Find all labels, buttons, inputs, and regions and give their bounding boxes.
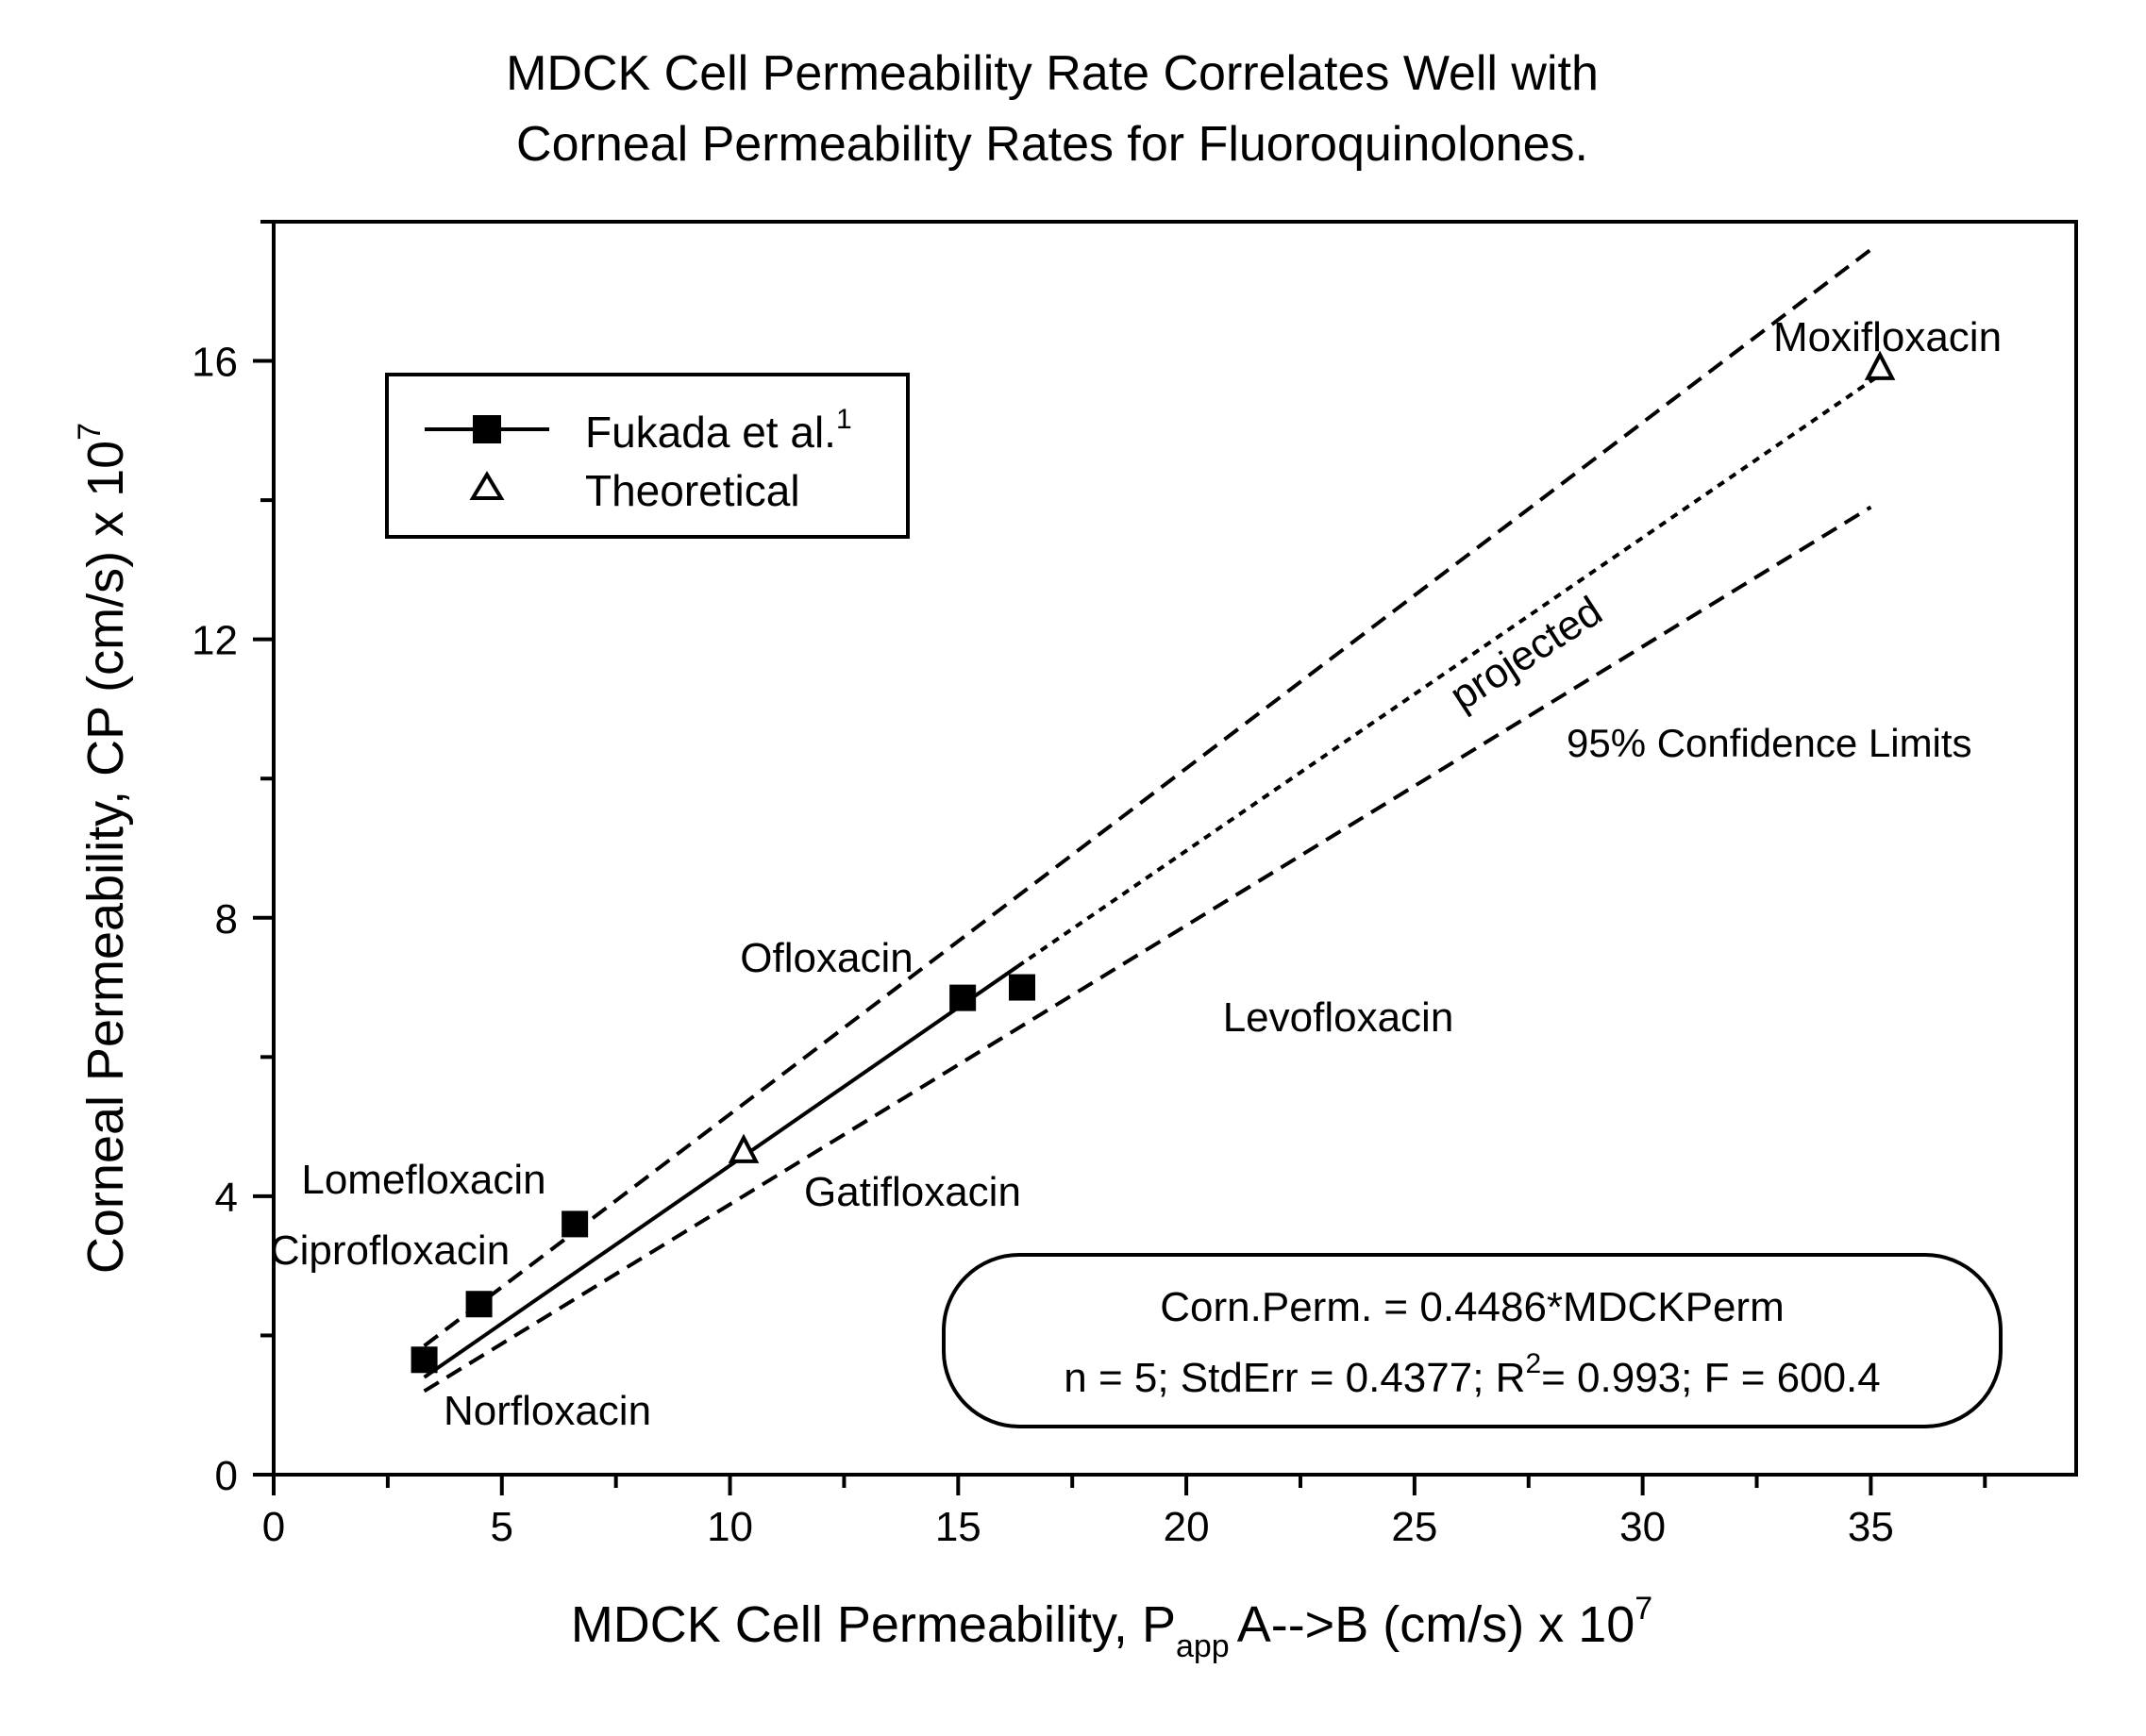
x-tick-label: 0 bbox=[262, 1504, 285, 1550]
x-tick-label: 15 bbox=[935, 1504, 981, 1550]
equation-box: Corn.Perm. = 0.4486*MDCKPerm n = 5; StdE… bbox=[944, 1255, 2001, 1427]
label-levofloxacin: Levofloxacin bbox=[1223, 994, 1454, 1041]
x-tick-label: 10 bbox=[707, 1504, 753, 1550]
x-tick-label: 5 bbox=[491, 1504, 513, 1550]
chart-title-line-2: Corneal Permeability Rates for Fluoroqui… bbox=[516, 117, 1588, 172]
x-axis-label: MDCK Cell Permeability, PappA-->B (cm/s)… bbox=[571, 1591, 1652, 1664]
marker-lomefloxacin bbox=[562, 1210, 588, 1237]
x-tick-label: 30 bbox=[1619, 1504, 1666, 1550]
label-ofloxacin: Ofloxacin bbox=[740, 935, 913, 981]
legend-fukada-label: Fukada et al.1 bbox=[585, 404, 852, 457]
y-axis-ticks: 0 4 8 12 16 bbox=[192, 222, 274, 1499]
legend: Fukada et al.1 Theoretical bbox=[387, 375, 908, 537]
chart-title-line-1: MDCK Cell Permeability Rate Correlates W… bbox=[506, 46, 1599, 101]
y-axis-label: Corneal Permeability, CP (cm/s) x 107 bbox=[72, 423, 134, 1274]
label-ciprofloxacin: Ciprofloxacin bbox=[270, 1227, 510, 1274]
y-tick-label: 16 bbox=[192, 340, 238, 386]
marker-ofloxacin bbox=[949, 985, 976, 1011]
legend-theoretical-label: Theoretical bbox=[585, 466, 800, 515]
label-lomefloxacin: Lomefloxacin bbox=[301, 1157, 545, 1203]
y-tick-label: 8 bbox=[215, 896, 238, 943]
x-tick-label: 25 bbox=[1391, 1504, 1437, 1550]
x-tick-label: 20 bbox=[1164, 1504, 1210, 1550]
projected-line bbox=[1017, 375, 1880, 966]
equation-line-1: Corn.Perm. = 0.4486*MDCKPerm bbox=[1160, 1284, 1784, 1330]
legend-fukada-marker bbox=[473, 415, 501, 443]
label-gatifloxacin: Gatifloxacin bbox=[804, 1169, 1021, 1215]
y-tick-label: 4 bbox=[215, 1175, 238, 1221]
label-norfloxacin: Norfloxacin bbox=[444, 1388, 651, 1434]
marker-levofloxacin bbox=[1009, 975, 1035, 1001]
confidence-label: 95% Confidence Limits bbox=[1567, 721, 1972, 765]
y-tick-label: 0 bbox=[215, 1453, 238, 1499]
x-tick-label: 35 bbox=[1848, 1504, 1894, 1550]
equation-line-2: n = 5; StdErr = 0.4377; R2= 0.993; F = 6… bbox=[1064, 1348, 1880, 1401]
projected-label: projected bbox=[1442, 588, 1610, 720]
marker-ciprofloxacin bbox=[466, 1291, 493, 1317]
label-moxifloxacin: Moxifloxacin bbox=[1773, 314, 2002, 360]
chart: MDCK Cell Permeability Rate Correlates W… bbox=[0, 0, 2146, 1736]
y-tick-label: 12 bbox=[192, 618, 238, 664]
marker-norfloxacin bbox=[411, 1346, 438, 1373]
x-axis-ticks: 0 5 10 15 20 25 30 35 bbox=[262, 1475, 1986, 1550]
